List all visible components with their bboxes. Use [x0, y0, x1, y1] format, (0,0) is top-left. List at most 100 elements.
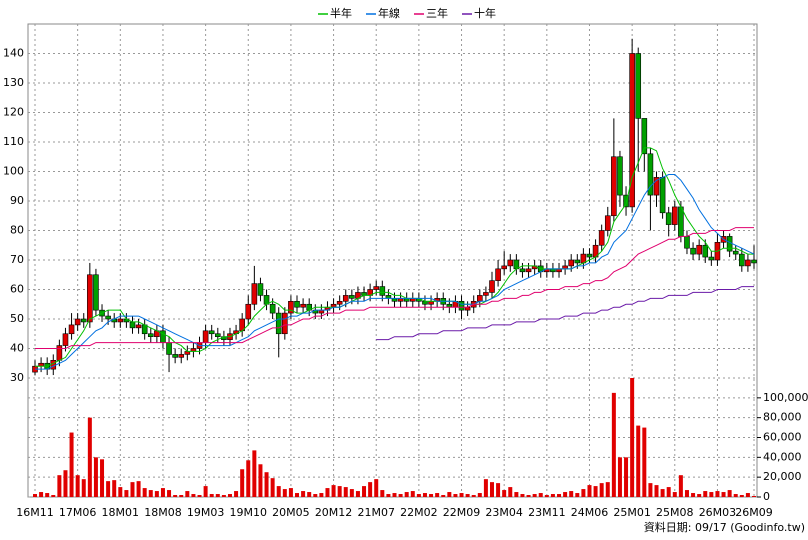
volume-bar	[191, 494, 196, 497]
volume-bar	[715, 491, 720, 497]
volume-bar	[477, 493, 482, 497]
volume-bar	[703, 491, 708, 497]
candle-body	[257, 283, 264, 296]
x-tick-label: 26M03	[699, 506, 737, 519]
volume-bar	[569, 491, 574, 497]
candle-body	[379, 286, 386, 296]
volume-bar	[301, 491, 306, 497]
volume-bar	[624, 457, 629, 497]
candle-body	[245, 303, 252, 320]
volume-bar	[697, 494, 702, 497]
candle-body	[732, 250, 739, 255]
volume-bar	[416, 494, 421, 497]
candle-body	[507, 259, 514, 267]
volume-bar	[447, 492, 452, 497]
candle-body	[269, 303, 276, 314]
candle-body	[214, 333, 221, 337]
volume-bar	[234, 491, 239, 497]
volume-bar	[666, 487, 671, 497]
volume-bar	[270, 478, 275, 497]
volume-bar	[282, 489, 287, 497]
volume-bar	[611, 392, 616, 497]
y-tick-label: 120	[3, 106, 24, 119]
volume-bar	[422, 493, 427, 497]
volume-bar	[39, 492, 44, 497]
volume-bar	[337, 486, 342, 497]
candle-body	[635, 53, 642, 119]
volume-bar	[508, 487, 513, 497]
volume-bar	[209, 494, 214, 497]
candle-body	[202, 330, 209, 343]
volume-bar	[362, 486, 367, 497]
candle-body	[690, 247, 696, 255]
volume-bar	[355, 491, 360, 497]
candle-body	[172, 354, 178, 358]
volume-bar	[160, 488, 165, 497]
volume-bar	[678, 475, 683, 497]
x-tick-label: 17M06	[59, 506, 97, 519]
volume-bar	[179, 495, 184, 497]
volume-bar	[526, 495, 531, 497]
candle-body	[519, 268, 526, 273]
candle-body	[641, 118, 648, 155]
volume-bar	[502, 490, 507, 497]
volume-bar	[599, 483, 604, 497]
volume-bar	[691, 493, 696, 497]
candle-body	[708, 256, 715, 261]
candle-body	[665, 212, 672, 225]
legend-label: 半年	[330, 6, 352, 20]
candle-body	[336, 300, 343, 305]
volume-bar	[435, 493, 440, 497]
volume-bar	[93, 457, 98, 497]
x-tick-label: 20M05	[272, 506, 310, 519]
candle-body	[80, 318, 87, 323]
y-tick-label: 30	[10, 371, 24, 384]
candle-body	[117, 318, 124, 323]
volume-bar	[75, 475, 80, 497]
volume-bar	[465, 494, 470, 497]
volume-bar	[331, 485, 336, 497]
volume-bar	[514, 492, 519, 497]
candle-body	[294, 300, 300, 308]
volume-bar	[295, 493, 300, 497]
ma-line	[35, 147, 754, 367]
volume-bar	[319, 493, 324, 497]
candle-body	[282, 312, 288, 335]
volume-bar	[130, 482, 135, 497]
legend-label: 三年	[426, 6, 448, 20]
y-tick-label: 90	[10, 194, 24, 207]
volume-bar	[745, 493, 750, 497]
volume-bar	[69, 432, 74, 497]
candle-body	[617, 156, 623, 196]
volume-bar	[349, 489, 354, 497]
volume-bar	[471, 495, 476, 497]
x-tick-label: 24M06	[571, 506, 609, 519]
volume-bar	[106, 481, 111, 497]
x-tick-label: 21M07	[357, 506, 395, 519]
volume-bar	[221, 495, 226, 497]
volume-bar	[581, 489, 586, 497]
volume-bar	[57, 475, 62, 497]
volume-bar	[51, 495, 56, 497]
volume-bar	[325, 488, 330, 497]
volume-bar	[398, 494, 403, 497]
volume-bar	[520, 494, 525, 497]
volume-bar	[154, 491, 159, 497]
y-tick-label: 80	[10, 224, 24, 237]
x-tick-label: 16M11	[16, 506, 54, 519]
y2-tick-label: 60,000	[763, 431, 802, 444]
volume-bar	[136, 481, 141, 497]
candle-body	[489, 280, 495, 293]
volume-bar	[81, 479, 86, 497]
volume-bar	[307, 492, 312, 497]
x-tick-label: 22M09	[443, 506, 481, 519]
volume-bar	[672, 492, 677, 497]
plot-frame	[27, 23, 758, 498]
candle-body	[208, 330, 215, 335]
candle-body	[288, 300, 294, 314]
y-tick-label: 140	[3, 47, 24, 60]
y-tick-label: 100	[3, 165, 24, 178]
volume-bar	[429, 494, 434, 497]
y2-tick-label: 20,000	[763, 470, 802, 483]
